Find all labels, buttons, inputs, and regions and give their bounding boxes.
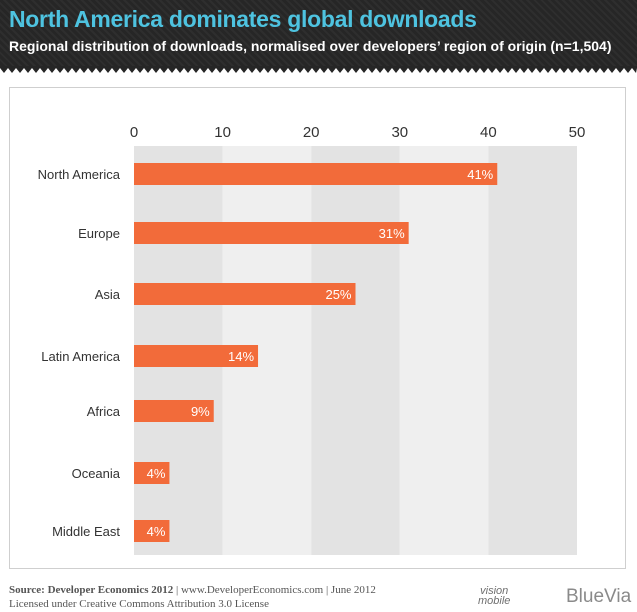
category-label: Asia (95, 287, 121, 302)
header-banner: North America dominates global downloads… (0, 0, 637, 68)
bar (134, 400, 214, 422)
bar-value-label: 9% (191, 404, 210, 419)
footer: Source: Developer Economics 2012 | www.D… (9, 583, 376, 611)
bar-value-label: 4% (147, 466, 166, 481)
bar (134, 283, 356, 305)
x-tick-label: 10 (214, 124, 231, 141)
bar (134, 520, 170, 542)
bar-value-label: 25% (325, 287, 351, 302)
category-label: Europe (78, 226, 120, 241)
license-line: Licensed under Creative Commons Attribut… (9, 598, 269, 610)
visionmobile-logo-top: vision (480, 585, 509, 597)
chart-title: North America dominates global downloads (9, 6, 477, 32)
x-tick-label: 0 (130, 124, 138, 141)
grid-band (488, 146, 577, 555)
bar-value-label: 31% (379, 226, 405, 241)
x-tick-label: 20 (303, 124, 320, 141)
bar-chart: 0 10 20 30 40 50 North America 41% Europe 31% Asia… (38, 124, 586, 555)
grid-band (399, 146, 489, 555)
bar (134, 345, 259, 367)
x-tick-label: 30 (391, 124, 408, 141)
bar (134, 462, 170, 484)
visionmobile-logo-bottom: mobile (478, 595, 511, 607)
x-tick-label: 50 (569, 124, 586, 141)
category-label: Oceania (72, 466, 121, 481)
category-label: Middle East (52, 524, 120, 539)
category-label: Latin America (41, 349, 121, 364)
bluevia-logo: BlueVia (566, 586, 632, 607)
category-label: North America (38, 167, 121, 182)
bar (134, 163, 498, 185)
visionmobile-logo: vision mobile (478, 585, 511, 607)
bar-value-label: 14% (228, 349, 254, 364)
bar-value-label: 4% (147, 524, 166, 539)
chart-subtitle: Regional distribution of downloads, norm… (9, 38, 612, 54)
x-tick-label: 40 (480, 124, 497, 141)
bar (134, 222, 409, 244)
bar-value-label: 41% (467, 167, 493, 182)
grid-band (311, 146, 400, 555)
source-details: | www.DeveloperEconomics.com | June 2012 (173, 584, 376, 596)
source-line: Source: Developer Economics 2012 | www.D… (9, 583, 376, 597)
chart-frame: 0 10 20 30 40 50 North America 41% Europe 31% Asia… (9, 87, 626, 569)
category-label: Africa (87, 404, 121, 419)
header-zigzag-edge (0, 66, 637, 73)
source-label: Source: Developer Economics 2012 (9, 584, 174, 596)
